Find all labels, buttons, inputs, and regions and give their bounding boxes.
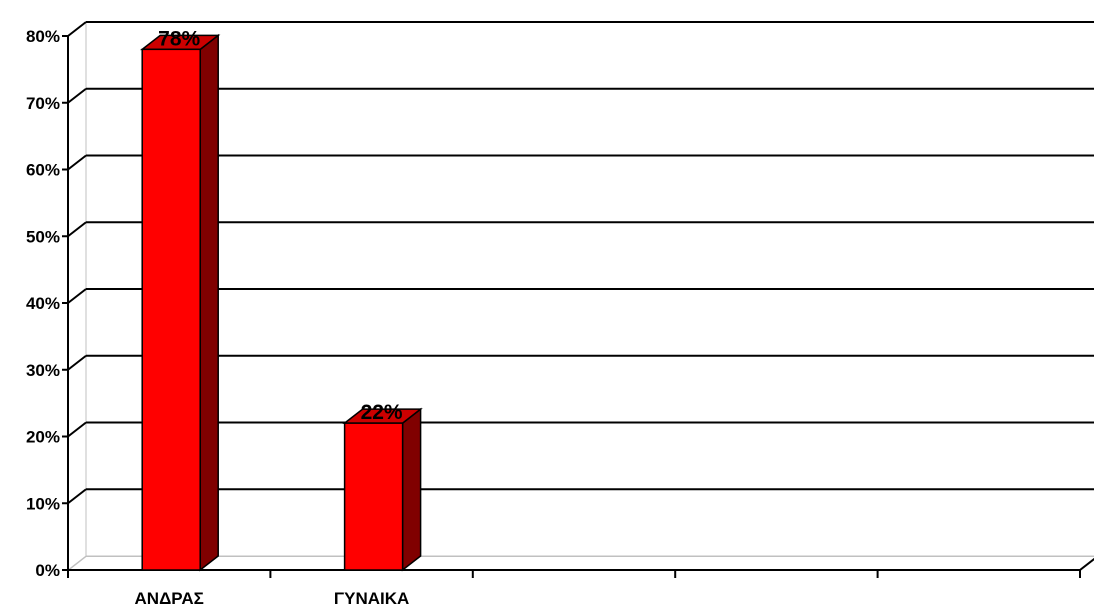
axes — [62, 35, 1094, 578]
x-tick-label: ΓΥΝΑΙΚΑ — [334, 589, 409, 608]
y-tick-label: 30% — [26, 361, 60, 380]
x-tick-label: ΑΝΔΡΑΣ — [135, 589, 204, 608]
y-axis-tick-labels: 0% 10% 20% 30% 40% 50% 60% 70% 80% — [26, 27, 60, 580]
y-tick-label: 40% — [26, 294, 60, 313]
y-tick-label: 20% — [26, 428, 60, 447]
gridline-depth — [67, 221, 87, 238]
data-labels: 78% 22% — [158, 27, 403, 424]
chart-floor — [65, 555, 1094, 571]
data-label: 78% — [158, 27, 200, 50]
floor — [65, 555, 1094, 571]
gridline-depth — [67, 488, 87, 505]
bar-side — [401, 407, 422, 572]
chart-back-wall — [67, 20, 1094, 572]
y-tick-label: 10% — [26, 494, 60, 513]
gridline-depth — [67, 154, 87, 171]
gridline-depth — [67, 421, 87, 438]
gridline-depth — [67, 87, 87, 104]
y-tick-label: 80% — [26, 27, 60, 46]
gridline-depth — [67, 21, 87, 37]
bar — [141, 48, 201, 571]
bar-side — [199, 33, 219, 572]
gridlines — [67, 21, 1094, 505]
bars — [140, 33, 423, 572]
gridline-depth — [67, 354, 87, 371]
y-tick-label: 70% — [26, 94, 60, 113]
gridline-depth — [67, 288, 87, 304]
y-tick-label: 0% — [35, 561, 60, 580]
x-axis-tick-labels: ΑΝΔΡΑΣ ΓΥΝΑΙΚΑ — [135, 589, 410, 608]
y-tick-label: 50% — [26, 227, 60, 246]
data-label: 22% — [361, 401, 403, 424]
y-tick-label: 60% — [26, 161, 60, 180]
floor-edge — [1079, 557, 1094, 571]
bar — [343, 422, 404, 571]
